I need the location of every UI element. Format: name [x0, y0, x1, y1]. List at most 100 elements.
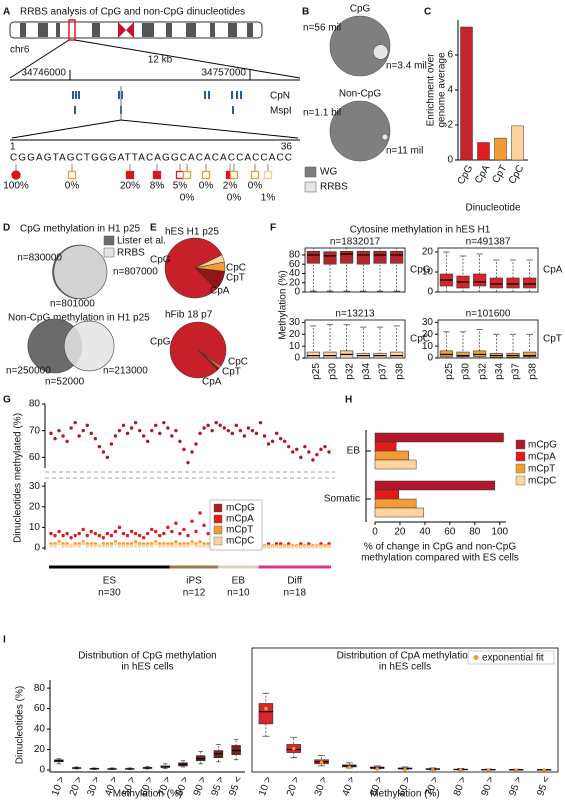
point: [121, 423, 126, 428]
point: [137, 428, 142, 433]
series-label: CpC: [410, 334, 430, 345]
group-count: n=10: [227, 588, 250, 599]
point: [295, 447, 299, 452]
y-tick-label: 0: [39, 765, 45, 776]
point: [166, 525, 170, 530]
point: [194, 544, 198, 548]
chart-title: hFib 18 p7: [165, 310, 213, 321]
x-tick-label: 20 >: [285, 775, 302, 797]
bar: [374, 480, 496, 491]
chart-title: in hES cells: [379, 662, 431, 673]
x-tick-label: 90 >: [480, 775, 497, 797]
box: [356, 250, 370, 265]
point: [315, 452, 319, 457]
subtitle: n=491387: [466, 237, 511, 248]
point: [57, 542, 61, 546]
point: [93, 544, 98, 548]
point: [170, 529, 174, 534]
slice-label: CpG: [150, 255, 171, 266]
point: [291, 450, 295, 454]
point: [137, 544, 142, 548]
y-tick-label: 80: [289, 250, 301, 261]
chromosome-band: [166, 23, 172, 37]
chromosome-band: [210, 23, 215, 37]
point: [105, 455, 110, 460]
y-tick-label: 10: [422, 267, 434, 278]
legend-swatch: [515, 439, 526, 450]
y-tick-label: 0: [294, 287, 300, 298]
count-label: n=3.4 mil: [386, 61, 427, 72]
y-tick-label: 10: [289, 341, 301, 352]
y-tick-label: 20: [289, 277, 301, 288]
point: [206, 544, 210, 548]
point: [198, 540, 202, 544]
point: [117, 544, 122, 548]
site-label: 1%: [261, 193, 276, 204]
series-label: CpA: [543, 265, 563, 276]
plot-frame: [304, 319, 406, 359]
point: [307, 450, 311, 454]
point: [182, 527, 186, 532]
point: [214, 420, 218, 425]
box: [473, 273, 487, 287]
label: chr6: [10, 45, 30, 56]
point: [202, 544, 206, 548]
site-marker: [250, 170, 260, 180]
label: 34746000: [22, 68, 67, 79]
label: 34757000: [202, 68, 247, 79]
cpn-site: [118, 91, 120, 99]
point: [162, 531, 166, 536]
label: MspI: [270, 106, 292, 117]
plot-frame: [437, 247, 539, 293]
point: [162, 544, 166, 548]
point: [282, 545, 287, 549]
chromosome-band: [38, 23, 48, 37]
x-tick-label: 80: [469, 527, 481, 538]
point: [319, 545, 323, 549]
box: [523, 351, 537, 358]
site-label: 2%: [223, 181, 238, 192]
point: [299, 545, 303, 549]
point: [77, 434, 81, 438]
point: [186, 460, 190, 465]
box: [306, 250, 320, 264]
point: [154, 529, 158, 534]
x-tick-label: p25: [444, 363, 455, 380]
point: [274, 431, 279, 436]
site-label: 20%: [120, 181, 140, 192]
y-tick-label: 10: [422, 341, 434, 352]
point: [101, 544, 106, 548]
x-tick-label: 40: [419, 527, 431, 538]
legend-label: mCpG: [528, 440, 557, 451]
y-tick-label: 0: [427, 287, 433, 298]
y-tick-label: 60: [29, 452, 41, 463]
point: [53, 544, 57, 548]
cpn-site: [78, 91, 80, 99]
legend-label: mCpG: [226, 503, 255, 514]
label: CpN: [270, 91, 290, 102]
x-tick-label: p25: [311, 363, 322, 380]
point: [69, 544, 73, 548]
box: [258, 703, 274, 725]
site-label: 0%: [248, 181, 263, 192]
x-tick-label: 90 >: [192, 775, 209, 797]
legend-swatch: [213, 525, 223, 535]
group-label: EB: [232, 576, 246, 587]
point: [198, 544, 202, 548]
count-label: n=213000: [103, 366, 148, 377]
point: [105, 544, 110, 548]
point: [291, 545, 295, 549]
legend-swatch: [213, 536, 223, 546]
chromosome-band: [186, 23, 196, 37]
point: [69, 535, 73, 540]
x-tick-label: 0: [372, 527, 378, 538]
venn-circle: [63, 320, 115, 372]
point: [97, 544, 102, 548]
count-label: n=56 mil: [303, 23, 341, 34]
x-tick-label: p32: [477, 363, 488, 380]
count-label: n=801000: [50, 299, 95, 310]
sequence: CGGAGTAGCTGGGATTACAGGCACACACCACCACC: [10, 153, 292, 164]
point: [186, 533, 190, 538]
point: [109, 533, 114, 538]
